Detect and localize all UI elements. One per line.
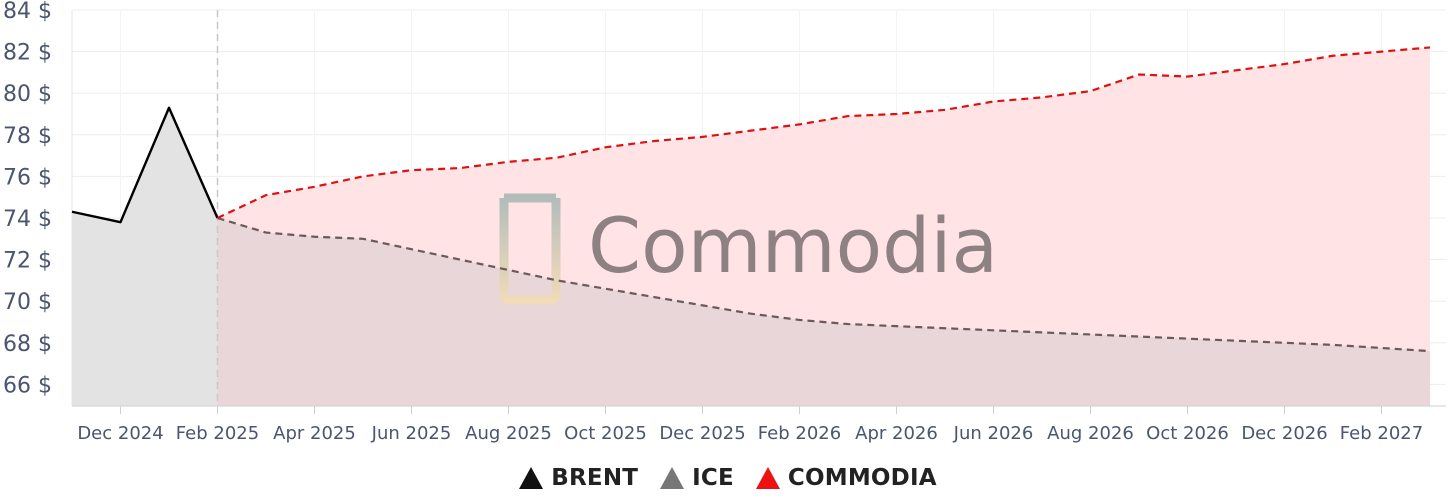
y-tick-label: 76 $ — [3, 165, 52, 190]
series-lines — [71, 46, 1431, 353]
series-fill-ice — [217, 218, 1430, 406]
chart-canvas: Commodia 66 $ 68 $ 70 $ 72 $ 74 $ 76 $ 78 $ 80 … — [3, 0, 1446, 444]
x-tick-label: Jun 2026 — [953, 423, 1034, 444]
x-axis-ticks: Dec 2024 Feb 2025 Apr 2025 Jun 2025 Aug 2025… — [77, 406, 1423, 444]
series-fills — [72, 47, 1430, 406]
x-tick-label: Dec 2025 — [659, 423, 745, 444]
watermark-text: Commodia — [588, 201, 998, 290]
y-tick-label: 74 $ — [3, 207, 52, 232]
legend: BRENT ICE COMMODIA — [0, 460, 1456, 496]
legend-item-brent[interactable]: BRENT — [519, 465, 638, 491]
legend-commodia-label: COMMODIA — [787, 465, 937, 491]
y-tick-label: 84 $ — [3, 0, 52, 24]
legend-item-commodia[interactable]: COMMODIA — [755, 465, 937, 491]
legend-item-ice[interactable]: ICE — [660, 465, 734, 491]
series-line-ice — [217, 216, 1431, 353]
watermark-logo: Commodia — [499, 193, 998, 305]
y-tick-label: 80 $ — [3, 82, 52, 107]
x-tick-label: Jun 2025 — [371, 423, 452, 444]
series-fill-brent — [72, 107, 218, 406]
series-line-brent — [71, 106, 219, 224]
legend-ice-icon — [660, 467, 685, 489]
x-tick-label: Feb 2025 — [176, 423, 259, 444]
x-tick-label: Dec 2026 — [1241, 423, 1327, 444]
x-tick-label: Feb 2027 — [1340, 423, 1423, 444]
y-tick-label: 72 $ — [3, 249, 52, 274]
x-tick-label: Oct 2025 — [564, 423, 647, 444]
x-tick-label: Apr 2026 — [855, 423, 938, 444]
series-line-commodia — [217, 46, 1431, 219]
x-tick-label: Dec 2024 — [77, 423, 163, 444]
x-tick-label: Oct 2026 — [1146, 423, 1229, 444]
y-axis-ticks: 66 $ 68 $ 70 $ 72 $ 74 $ 76 $ 78 $ 80 $ 82 $ 84 $ — [3, 0, 52, 398]
y-tick-label: 78 $ — [3, 124, 52, 149]
x-tick-label: Feb 2026 — [758, 423, 841, 444]
legend-commodia-icon — [755, 467, 780, 489]
legend-brent-icon — [519, 467, 544, 489]
y-tick-label: 68 $ — [3, 332, 52, 357]
legend-ice-label: ICE — [692, 465, 734, 491]
y-tick-label: 70 $ — [3, 290, 52, 315]
x-tick-label: Aug 2026 — [1047, 423, 1134, 444]
y-tick-label: 66 $ — [3, 373, 52, 398]
legend-brent-label: BRENT — [551, 465, 639, 491]
x-tick-label: Apr 2025 — [273, 423, 356, 444]
watermark-bracket-icon — [499, 193, 561, 305]
y-tick-label: 82 $ — [3, 41, 52, 66]
x-tick-label: Aug 2025 — [465, 423, 552, 444]
axes — [71, 10, 1446, 407]
